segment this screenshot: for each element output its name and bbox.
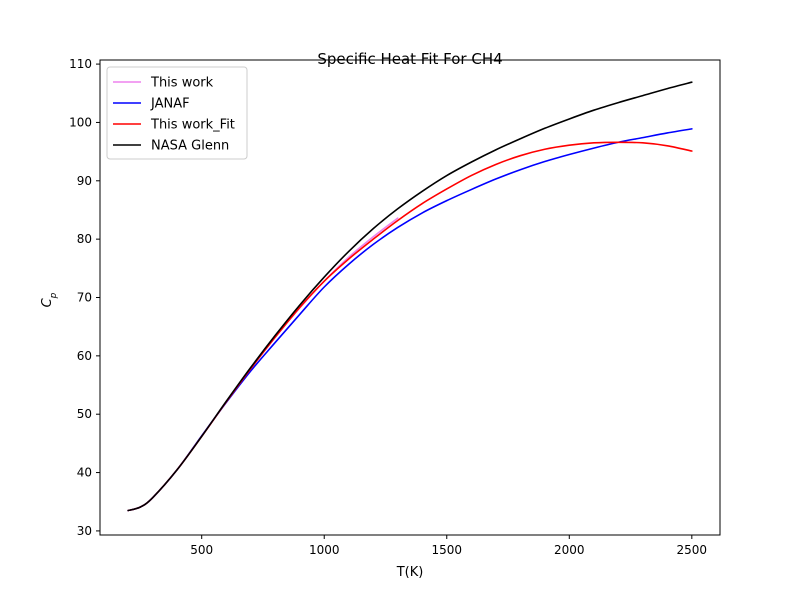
legend-label-1: JANAF [150, 97, 190, 112]
legend: This work JANAF This work_Fit NASA Glenn [106, 66, 248, 160]
series-lines [127, 81, 693, 512]
x-axis: 500 1000 1500 2000 2500 [190, 535, 707, 557]
legend-box [106, 66, 248, 160]
y-tick-label-2: 50 [77, 407, 92, 421]
x-tick-label-0: 500 [190, 543, 213, 557]
y-tick-label-8: 110 [69, 57, 92, 71]
y-tick-label-1: 40 [77, 466, 92, 480]
legend-label-2: This work_Fit [150, 118, 235, 133]
x-tick-label-2: 1500 [431, 543, 462, 557]
x-tick-label-3: 2000 [554, 543, 585, 557]
y-tick-label-0: 30 [77, 524, 92, 538]
series-line-3 [127, 81, 693, 512]
y-tick-label-6: 90 [77, 174, 92, 188]
legend-label-3: NASA Glenn [151, 139, 229, 154]
chart-title: Specific Heat Fit For CH4 [317, 50, 502, 68]
y-tick-label-7: 100 [69, 115, 92, 129]
y-axis: 30 40 50 60 70 80 90 100 110 [69, 57, 100, 538]
x-tick-label-4: 2500 [677, 543, 708, 557]
x-tick-label-1: 1000 [309, 543, 340, 557]
x-axis-label: T(K) [396, 565, 424, 580]
y-axis-label-sub: p [49, 292, 59, 299]
y-axis-label: Cp [40, 292, 59, 307]
y-tick-label-3: 60 [77, 349, 92, 363]
legend-label-0: This work [150, 76, 214, 91]
y-tick-label-4: 70 [77, 291, 92, 305]
y-tick-label-5: 80 [77, 232, 92, 246]
y-axis-label-base: C [40, 297, 55, 307]
